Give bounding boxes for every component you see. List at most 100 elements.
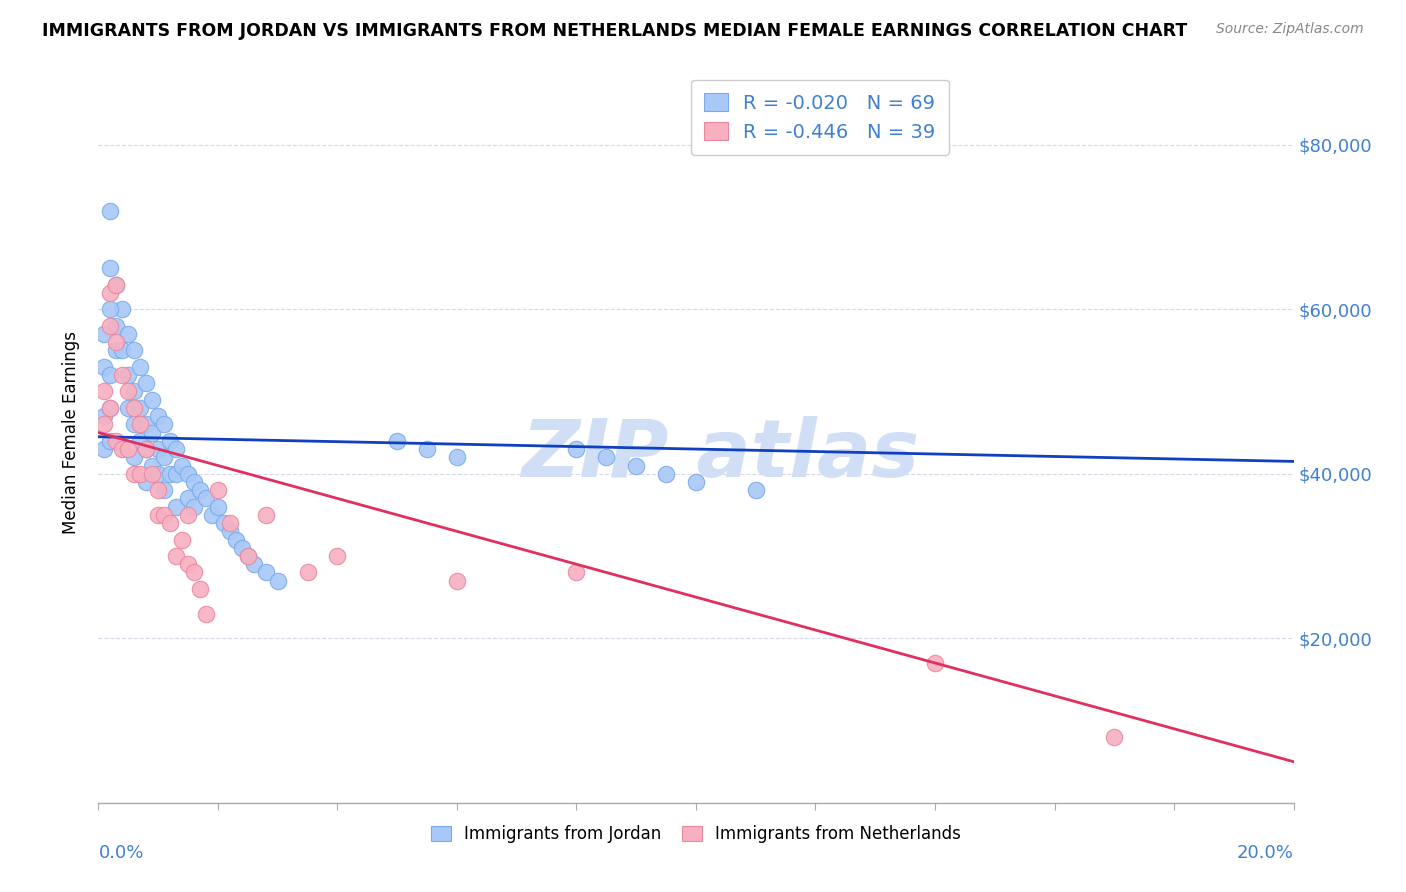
Point [98,434,122,448]
Point [111,343,134,358]
Point [117,368,139,382]
Point [172,458,194,473]
Point [117,326,139,341]
Point [153,483,176,498]
Point [177,467,200,481]
Point [236,549,259,563]
Point [111,368,134,382]
Point [105,318,128,333]
Point [243,558,266,572]
Point [98,261,122,276]
Point [655,467,678,481]
Point [93,409,115,424]
Point [153,417,176,432]
Point [219,516,242,530]
Point [141,458,163,473]
Point [117,401,139,415]
Point [385,434,409,448]
Point [183,566,205,580]
Point [148,409,170,424]
Point [105,343,128,358]
Point [117,442,139,456]
Point [177,491,200,506]
Point [135,442,157,456]
Point [93,417,115,432]
Point [159,467,181,481]
Point [267,574,290,588]
Point [129,401,152,415]
Point [159,516,181,530]
Legend: Immigrants from Jordan, Immigrants from Netherlands: Immigrants from Jordan, Immigrants from … [425,819,967,850]
Point [98,401,122,415]
Point [297,566,319,580]
Point [124,467,146,481]
Point [98,318,122,333]
Point [212,516,235,530]
Point [124,384,146,399]
Point [111,302,134,317]
Point [135,475,157,489]
Point [93,326,115,341]
Point [93,384,115,399]
Point [254,566,277,580]
Point [745,483,768,498]
Point [1104,730,1126,744]
Point [141,392,163,407]
Point [124,343,146,358]
Point [231,541,253,555]
Point [177,508,200,522]
Point [141,425,163,440]
Point [148,483,170,498]
Point [165,442,187,456]
Point [124,401,146,415]
Point [165,467,187,481]
Point [207,483,229,498]
Point [159,434,181,448]
Point [195,607,218,621]
Point [124,417,146,432]
Point [129,434,152,448]
Point [219,524,242,539]
Point [565,566,588,580]
Point [188,582,211,596]
Point [595,450,617,465]
Text: IMMIGRANTS FROM JORDAN VS IMMIGRANTS FROM NETHERLANDS MEDIAN FEMALE EARNINGS COR: IMMIGRANTS FROM JORDAN VS IMMIGRANTS FRO… [42,22,1188,40]
Text: 0.0%: 0.0% [98,844,143,862]
Point [93,359,115,374]
Point [188,483,211,498]
Point [201,508,224,522]
Point [98,203,122,218]
Point [254,508,277,522]
Point [626,458,648,473]
Point [135,417,157,432]
Point [105,277,128,292]
Point [129,359,152,374]
Point [105,434,128,448]
Point [177,558,200,572]
Point [225,533,247,547]
Point [111,442,134,456]
Point [148,508,170,522]
Point [207,500,229,514]
Point [326,549,349,563]
Point [105,277,128,292]
Point [148,467,170,481]
Text: Source: ZipAtlas.com: Source: ZipAtlas.com [1216,22,1364,37]
Point [98,285,122,300]
Point [105,335,128,350]
Point [135,376,157,391]
Point [195,491,218,506]
Point [124,450,146,465]
Point [153,508,176,522]
Point [98,401,122,415]
Point [98,368,122,382]
Point [129,417,152,432]
Point [236,549,259,563]
Point [117,384,139,399]
Point [924,656,946,670]
Point [141,467,163,481]
Point [148,442,170,456]
Point [153,450,176,465]
Y-axis label: Median Female Earnings: Median Female Earnings [62,331,80,534]
Point [446,450,468,465]
